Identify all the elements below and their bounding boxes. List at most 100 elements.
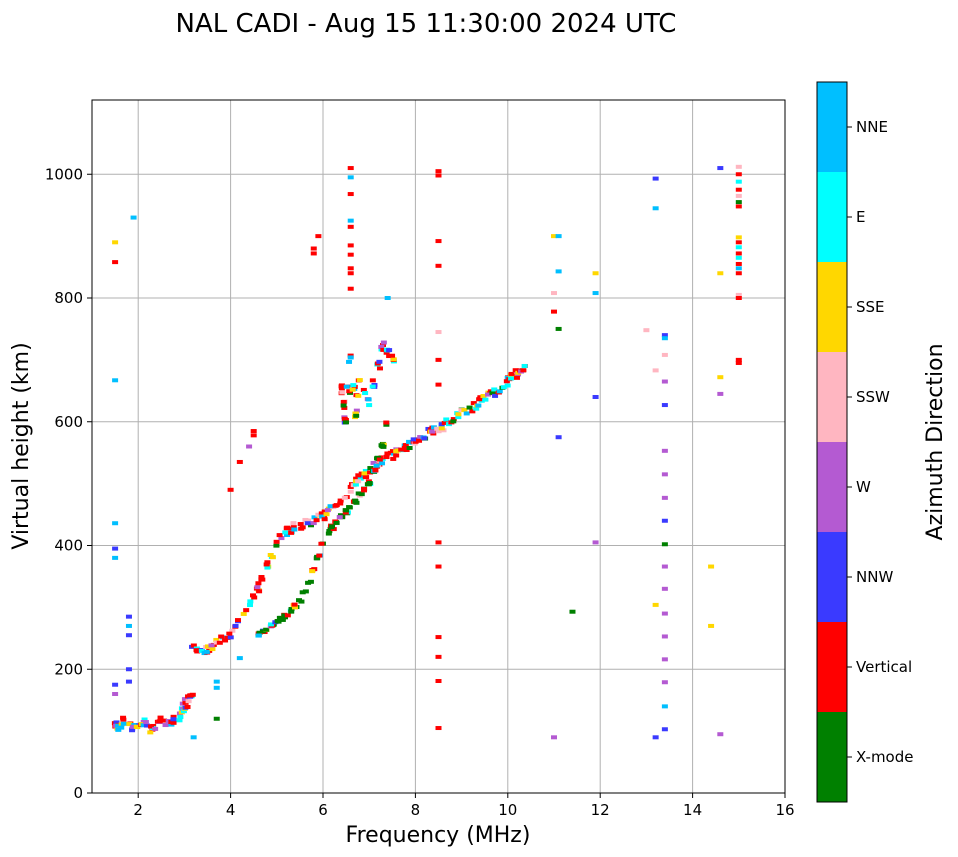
data-point <box>435 173 442 178</box>
data-point <box>258 575 265 580</box>
data-point <box>386 348 393 353</box>
data-point <box>318 541 325 546</box>
data-point <box>735 266 742 271</box>
data-point <box>555 234 562 239</box>
data-point <box>592 291 599 296</box>
data-point <box>318 511 325 516</box>
data-point <box>176 718 183 723</box>
data-point <box>376 359 383 364</box>
data-point <box>263 562 270 567</box>
data-point <box>369 378 376 383</box>
data-point <box>161 718 168 723</box>
data-point <box>735 172 742 177</box>
data-point <box>463 411 470 416</box>
colorbar-label: SSW <box>856 388 890 406</box>
x-tick-label: 16 <box>775 801 794 819</box>
plot-frame <box>91 99 786 794</box>
data-point <box>115 727 122 732</box>
data-point <box>182 700 189 705</box>
x-tick-label: 12 <box>591 801 610 819</box>
data-point <box>140 723 147 728</box>
data-point <box>310 521 317 526</box>
data-point <box>305 580 312 585</box>
data-point <box>476 397 483 402</box>
data-point <box>435 357 442 362</box>
data-point <box>491 387 498 392</box>
y-tick-label: 1000 <box>45 165 83 183</box>
y-axis-label: Virtual height (km) <box>9 342 34 549</box>
data-point <box>652 602 659 607</box>
data-point <box>307 523 314 528</box>
data-point <box>475 403 482 408</box>
data-point <box>735 261 742 266</box>
data-point <box>321 517 328 522</box>
data-point <box>365 397 372 402</box>
data-point <box>282 530 289 535</box>
data-point <box>592 395 599 399</box>
data-point <box>435 564 442 569</box>
data-point <box>341 405 348 410</box>
data-point <box>661 472 668 477</box>
data-point <box>338 383 345 388</box>
data-point <box>180 709 187 714</box>
data-point <box>441 420 448 425</box>
data-point <box>343 508 350 513</box>
data-point <box>249 593 256 598</box>
colorbar-title: Azimuth Direction <box>923 343 948 540</box>
data-point <box>435 330 442 335</box>
data-point <box>661 403 668 408</box>
data-point <box>717 271 724 276</box>
data-point <box>367 466 374 471</box>
data-point <box>235 618 242 623</box>
data-point <box>325 531 332 536</box>
data-point <box>661 586 668 591</box>
data-point <box>482 397 489 402</box>
data-point <box>551 234 557 239</box>
data-point <box>240 611 247 616</box>
data-point <box>347 286 354 291</box>
data-point <box>352 482 359 487</box>
x-tick-label: 2 <box>133 801 143 819</box>
data-point <box>369 384 376 389</box>
data-point <box>347 355 354 360</box>
data-point <box>256 589 263 594</box>
grid-lines <box>92 100 785 793</box>
data-point <box>390 357 397 362</box>
data-point <box>125 623 132 628</box>
data-point <box>735 255 742 260</box>
axis-ticks: 2 4 6 8 10 12 14 16 0 200 400 600 800 1000 <box>45 165 795 819</box>
data-point <box>652 368 659 373</box>
data-point <box>384 296 391 300</box>
data-point <box>184 704 191 709</box>
data-point <box>380 340 387 345</box>
data-point <box>268 622 275 627</box>
x-tick-label: 4 <box>226 801 236 819</box>
colorbar-label: SSE <box>856 298 885 316</box>
data-point <box>735 204 742 209</box>
data-point <box>112 555 119 560</box>
data-point <box>255 581 262 586</box>
colorbar-frame <box>816 81 848 803</box>
data-point <box>342 420 349 425</box>
data-point <box>708 623 715 628</box>
colorbar-label: E <box>856 208 865 226</box>
data-point <box>157 715 164 720</box>
data-point <box>416 438 423 443</box>
data-point <box>406 446 413 451</box>
data-point <box>341 495 348 500</box>
colorbar-segment <box>817 82 847 172</box>
data-point <box>288 609 295 614</box>
data-point <box>339 390 346 395</box>
data-point <box>251 595 258 600</box>
data-point <box>661 379 668 384</box>
data-point <box>661 680 668 685</box>
data-point <box>112 521 119 526</box>
data-point <box>152 726 159 731</box>
data-point <box>298 599 305 604</box>
data-point <box>435 239 442 244</box>
data-point <box>412 439 419 444</box>
data-point <box>209 647 216 652</box>
data-point <box>120 715 127 720</box>
data-point <box>347 166 354 171</box>
